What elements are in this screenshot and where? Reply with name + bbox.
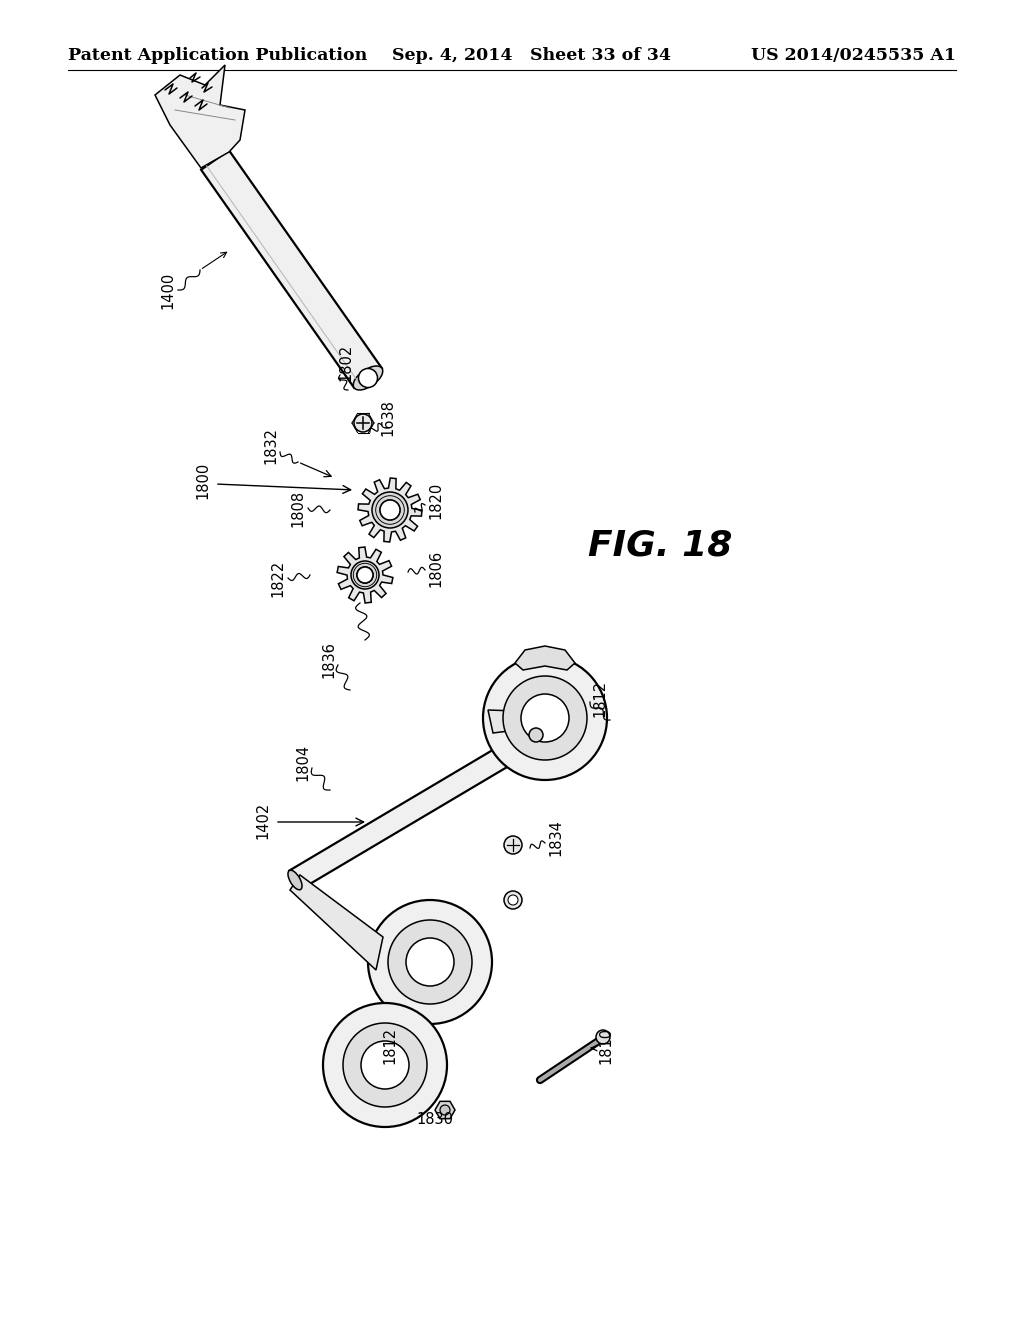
Circle shape [596,1030,610,1044]
Text: 1806: 1806 [428,549,443,586]
Text: 1834: 1834 [548,820,563,857]
Text: Sep. 4, 2014  Sheet 33 of 34: Sep. 4, 2014 Sheet 33 of 34 [392,48,672,63]
Text: Patent Application Publication: Patent Application Publication [68,48,368,63]
Circle shape [380,500,400,520]
Text: 1836: 1836 [321,642,336,678]
Text: 1812: 1812 [592,680,607,717]
Circle shape [406,939,454,986]
Circle shape [504,891,522,909]
Text: 1402: 1402 [255,801,270,838]
Circle shape [529,729,543,742]
Circle shape [351,561,379,589]
Polygon shape [515,645,575,671]
Text: 1638: 1638 [380,400,395,437]
Circle shape [361,1041,409,1089]
Circle shape [357,566,373,583]
Circle shape [388,920,472,1005]
Circle shape [357,568,373,583]
Text: US 2014/0245535 A1: US 2014/0245535 A1 [751,48,956,63]
Circle shape [354,414,372,432]
Polygon shape [337,546,393,603]
Text: 1400: 1400 [160,272,175,309]
Polygon shape [358,478,422,543]
Polygon shape [290,721,554,890]
Polygon shape [155,65,245,168]
Text: 1830: 1830 [417,1111,454,1127]
Polygon shape [201,150,382,388]
Ellipse shape [541,721,555,739]
Polygon shape [488,710,556,733]
Text: 1800: 1800 [195,462,210,499]
Circle shape [343,1023,427,1107]
Text: 1812: 1812 [383,1027,397,1064]
Circle shape [483,656,607,780]
Text: 1810: 1810 [598,1027,613,1064]
Circle shape [521,694,569,742]
Circle shape [372,492,408,528]
Text: 1822: 1822 [270,560,285,597]
Circle shape [503,676,587,760]
Text: 1802: 1802 [338,343,353,380]
Text: 1820: 1820 [428,482,443,519]
Circle shape [440,1105,450,1115]
Circle shape [380,500,400,520]
Text: 1832: 1832 [263,426,278,463]
Circle shape [368,900,492,1024]
Circle shape [358,368,378,388]
Text: FIG. 18: FIG. 18 [588,528,732,562]
Text: 1808: 1808 [290,490,305,527]
Polygon shape [290,875,383,970]
Ellipse shape [288,870,302,890]
Circle shape [323,1003,447,1127]
Circle shape [504,836,522,854]
Polygon shape [435,1101,455,1118]
Text: 1804: 1804 [295,743,310,780]
Ellipse shape [353,366,383,389]
Circle shape [508,895,518,906]
